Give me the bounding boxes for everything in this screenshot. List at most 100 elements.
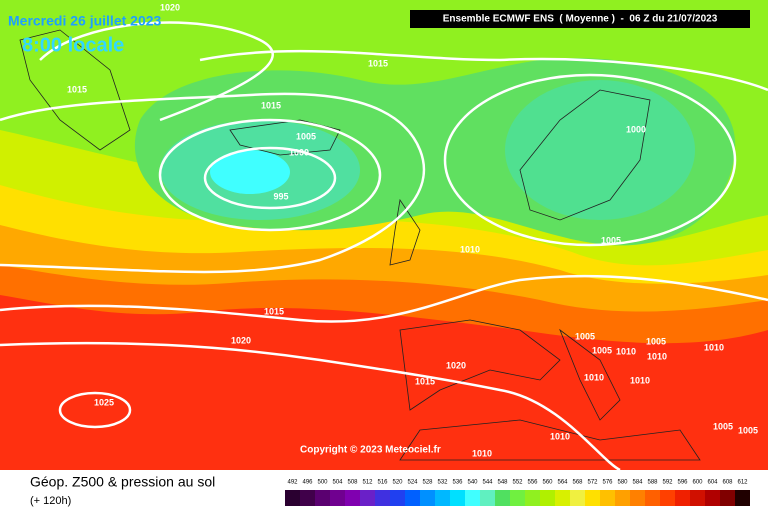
footer-lead: (+ 120h) xyxy=(30,495,71,507)
scale-label: 528 xyxy=(422,480,433,486)
isobar-label: 1015 xyxy=(415,376,435,386)
scale-swatch xyxy=(570,490,585,506)
isobar-label: 1020 xyxy=(231,335,251,345)
scale-swatch xyxy=(420,490,435,506)
scale-label: 576 xyxy=(602,480,613,486)
scale-label: 548 xyxy=(497,480,508,486)
scale-swatch xyxy=(660,490,675,506)
scale-label: 504 xyxy=(332,480,343,486)
isobar-label: 1010 xyxy=(616,346,636,356)
scale-swatch xyxy=(690,490,705,506)
scale-swatch xyxy=(360,490,375,506)
isobar-label: 1010 xyxy=(460,244,480,254)
isobar-label: 1015 xyxy=(261,100,281,110)
scale-label: 532 xyxy=(437,480,448,486)
header: Ensemble ECMWF ENS ( Moyenne ) - 06 Z du… xyxy=(443,14,718,25)
scale-label: 612 xyxy=(737,480,748,486)
scale-swatch xyxy=(390,490,405,506)
isobar-label: 1005 xyxy=(738,425,758,435)
isobar-label: 1020 xyxy=(160,2,180,12)
scale-label: 552 xyxy=(512,480,523,486)
isobar-label: 1010 xyxy=(647,351,667,361)
scale-label: 508 xyxy=(347,480,358,486)
scale-swatch xyxy=(495,490,510,506)
scale-label: 556 xyxy=(527,480,538,486)
scale-swatch xyxy=(675,490,690,506)
isobar xyxy=(0,274,768,323)
coastline xyxy=(19,29,701,461)
band xyxy=(505,80,695,220)
isobar xyxy=(0,341,621,472)
isobar-label: 1000 xyxy=(626,124,646,134)
scale-swatch xyxy=(435,490,450,506)
isobar-label: 1000 xyxy=(289,147,309,157)
header-box xyxy=(410,10,750,28)
isobar-label: 1010 xyxy=(630,375,650,385)
time: 8:00 locale xyxy=(22,34,124,56)
isobar xyxy=(443,73,737,247)
isobar-label: 1010 xyxy=(472,448,492,458)
scale-swatch xyxy=(615,490,630,506)
scale-label: 516 xyxy=(377,480,388,486)
scale-swatch xyxy=(480,490,495,506)
isobar xyxy=(0,92,426,274)
scale-label: 600 xyxy=(692,480,703,486)
scale-label: 520 xyxy=(392,480,403,486)
isobar-label: 1025 xyxy=(94,397,114,407)
scale-swatch xyxy=(555,490,570,506)
scale-swatch xyxy=(465,490,480,506)
scale-label: 536 xyxy=(452,480,463,486)
isobar-label: 1015 xyxy=(264,306,284,316)
isobar-label: 1005 xyxy=(713,421,733,431)
scale-swatch xyxy=(315,490,330,506)
scale-label: 592 xyxy=(662,480,673,486)
scale-swatch xyxy=(645,490,660,506)
isobar xyxy=(58,391,132,429)
isobar-label: 1005 xyxy=(601,235,621,245)
isobar xyxy=(158,118,382,232)
isobar-label: 1015 xyxy=(368,58,388,68)
scale-swatch xyxy=(450,490,465,506)
scale-label: 524 xyxy=(407,480,418,486)
isobar-label: 1015 xyxy=(67,84,87,94)
isobar-label: 1005 xyxy=(592,345,612,355)
scale-swatch xyxy=(375,490,390,506)
scale-swatch xyxy=(585,490,600,506)
scale-label: 608 xyxy=(722,480,733,486)
footer-title: Géop. Z500 & pression au sol xyxy=(30,474,215,490)
isobar-label: 1020 xyxy=(446,360,466,370)
isobar xyxy=(199,49,768,92)
isobar-label: 995 xyxy=(273,191,288,201)
isobar-label: 1005 xyxy=(646,336,666,346)
scale-swatch xyxy=(345,490,360,506)
scale-label: 540 xyxy=(467,480,478,486)
scale-label: 588 xyxy=(647,480,658,486)
scale-label: 568 xyxy=(572,480,583,486)
scale-label: 544 xyxy=(482,480,493,486)
scale-swatch xyxy=(720,490,735,506)
copyright: Copyright © 2023 Meteociel.fr xyxy=(300,445,441,456)
scale-label: 500 xyxy=(317,480,328,486)
scale-swatch xyxy=(630,490,645,506)
isobar-label: 1005 xyxy=(296,131,316,141)
isobar-label: 1010 xyxy=(550,431,570,441)
date: Mercredi 26 juillet 2023 xyxy=(8,13,162,29)
isobar-label: 1005 xyxy=(575,331,595,341)
scale-swatch xyxy=(705,490,720,506)
scale-label: 596 xyxy=(677,480,688,486)
isobar xyxy=(203,146,337,210)
isobar-label: 1010 xyxy=(584,372,604,382)
isobar xyxy=(39,21,274,122)
scale-label: 496 xyxy=(302,480,313,486)
isobar-label: 1010 xyxy=(704,342,724,352)
scale-swatch xyxy=(330,490,345,506)
scale-swatch xyxy=(525,490,540,506)
scale-swatch xyxy=(600,490,615,506)
scale-swatch xyxy=(510,490,525,506)
scale-label: 572 xyxy=(587,480,598,486)
scale-swatch xyxy=(300,490,315,506)
scale-swatch xyxy=(735,490,750,506)
scale-swatch xyxy=(540,490,555,506)
